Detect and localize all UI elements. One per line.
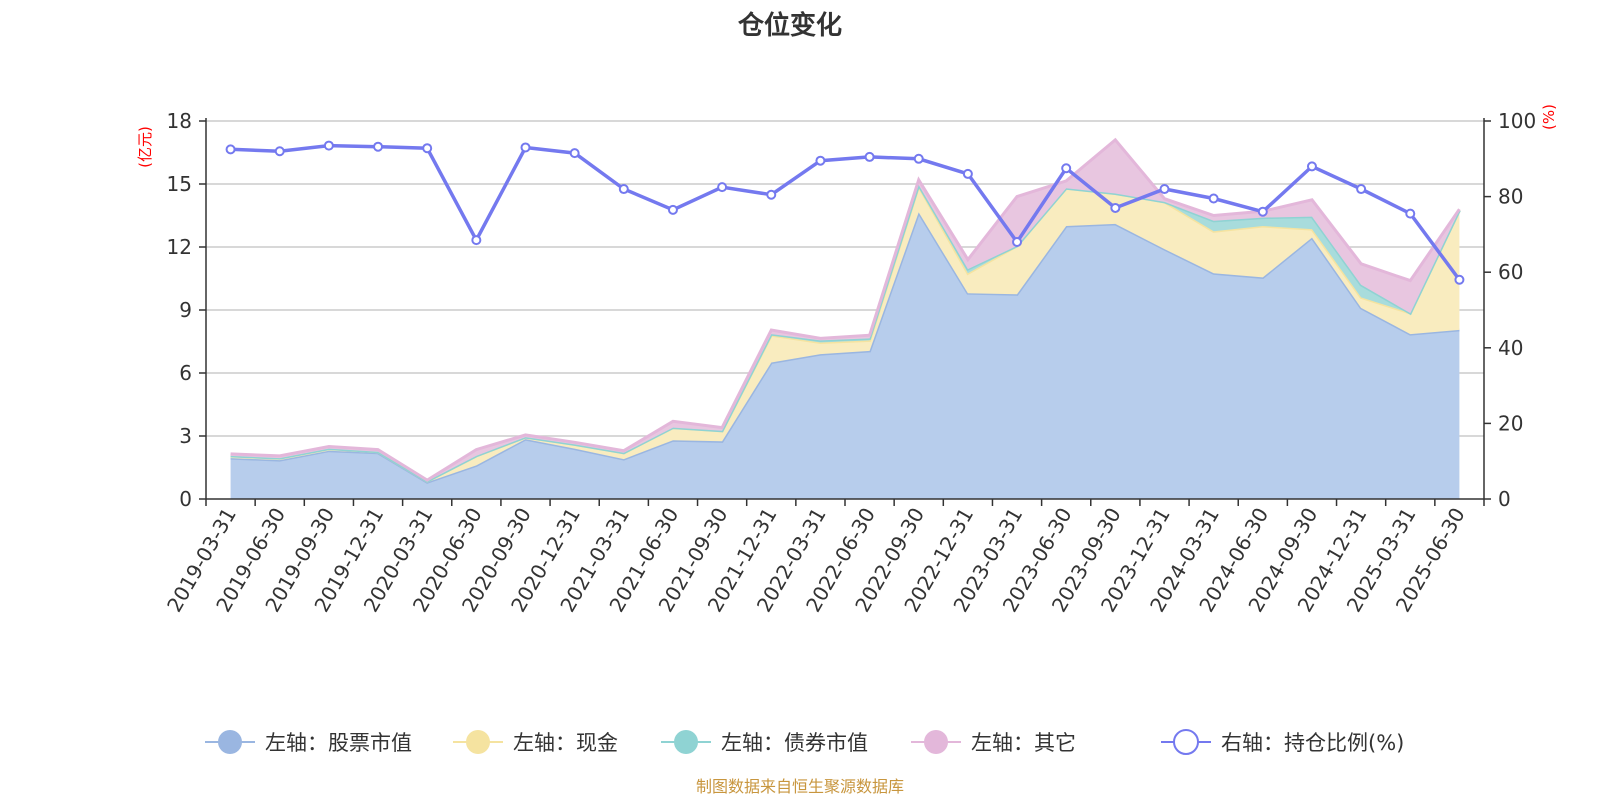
ratio-point xyxy=(1159,184,1170,195)
left-tick-label: 6 xyxy=(179,361,192,385)
ratio-point xyxy=(1454,274,1465,285)
ratio-point xyxy=(373,141,384,152)
ratio-point xyxy=(1061,163,1072,174)
left-tick-label: 3 xyxy=(179,424,192,448)
ratio-point xyxy=(1356,184,1367,195)
right-tick-label: 0 xyxy=(1498,487,1511,511)
ratio-point xyxy=(913,153,924,164)
ratio-point xyxy=(766,189,777,200)
legend-label: 左轴：股票市值 xyxy=(265,731,412,755)
left-tick-label: 12 xyxy=(167,235,192,259)
ratio-point xyxy=(815,155,826,166)
left-tick-label: 18 xyxy=(167,109,192,133)
legend-label: 左轴：债券市值 xyxy=(721,731,868,755)
ratio-point xyxy=(520,142,531,153)
left-axis-unit: (亿元) xyxy=(136,126,154,168)
right-tick-label: 60 xyxy=(1498,260,1523,284)
right-tick-label: 100 xyxy=(1498,109,1536,133)
data-source-note: 制图数据来自恒生聚源数据库 xyxy=(696,777,904,796)
ratio-point xyxy=(1257,206,1268,217)
right-tick-label: 80 xyxy=(1498,185,1523,209)
left-tick-label: 15 xyxy=(167,172,192,196)
ratio-point xyxy=(1012,236,1023,247)
ratio-point xyxy=(422,143,433,154)
ratio-point xyxy=(1306,161,1317,172)
ratio-point xyxy=(1405,208,1416,219)
ratio-point xyxy=(667,204,678,215)
legend-item: 左轴：债券市值 xyxy=(661,730,868,755)
ratio-line xyxy=(230,143,1461,281)
area-outline xyxy=(230,137,1461,482)
legend-marker xyxy=(674,730,698,754)
legend-item: 右轴：持仓比例(%) xyxy=(1161,729,1404,755)
right-tick-label: 20 xyxy=(1498,411,1523,435)
ratio-point xyxy=(1110,202,1121,213)
legend: 左轴：股票市值 左轴：现金 左轴：债券市值 左轴：其它 右轴：持仓比例(%) xyxy=(205,729,1404,755)
ratio-point xyxy=(864,151,875,162)
legend-marker xyxy=(1173,729,1199,755)
ratio-point xyxy=(225,144,236,155)
left-tick-label: 0 xyxy=(179,487,192,511)
legend-marker xyxy=(924,730,948,754)
legend-item: 左轴：现金 xyxy=(453,730,618,755)
ratio-point xyxy=(1208,193,1219,204)
ratio-point xyxy=(618,184,629,195)
legend-label: 左轴：其它 xyxy=(971,731,1076,755)
legend-marker xyxy=(466,730,490,754)
ratio-point xyxy=(717,182,728,193)
right-tick-label: 40 xyxy=(1498,336,1523,360)
legend-item: 左轴：股票市值 xyxy=(205,730,412,755)
ratio-line-group xyxy=(225,140,1465,285)
ratio-point xyxy=(962,168,973,179)
legend-label: 右轴：持仓比例(%) xyxy=(1221,731,1404,755)
legend-item: 左轴：其它 xyxy=(911,730,1076,755)
right-axis-unit: (%) xyxy=(1540,104,1558,130)
area-series-group xyxy=(230,137,1461,499)
ratio-point xyxy=(274,146,285,157)
ratio-point xyxy=(569,148,580,159)
ratio-point xyxy=(323,140,334,151)
legend-label: 左轴：现金 xyxy=(513,731,618,755)
chart-title: 仓位变化 xyxy=(737,10,842,41)
area-9ab6e1 xyxy=(230,212,1460,499)
legend-marker xyxy=(218,730,242,754)
left-tick-label: 9 xyxy=(179,298,192,322)
ratio-point xyxy=(471,235,482,246)
